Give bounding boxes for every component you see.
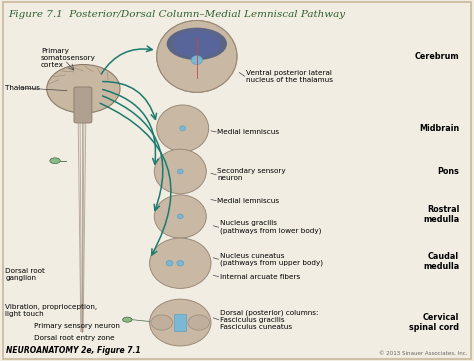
Text: Medial lemniscus: Medial lemniscus: [217, 129, 279, 135]
Text: NEUROANATOMY 2e, Figure 7.1: NEUROANATOMY 2e, Figure 7.1: [6, 346, 141, 355]
Text: Nucleus cuneatus
(pathways from upper body): Nucleus cuneatus (pathways from upper bo…: [219, 252, 322, 266]
Ellipse shape: [191, 56, 202, 65]
Text: Cervical
spinal cord: Cervical spinal cord: [409, 313, 459, 332]
Ellipse shape: [177, 260, 183, 266]
Text: Medial lemniscus: Medial lemniscus: [217, 197, 279, 204]
Ellipse shape: [155, 195, 206, 238]
Text: Rostral
medulla: Rostral medulla: [423, 205, 459, 225]
Text: © 2013 Sinauer Associates, Inc.: © 2013 Sinauer Associates, Inc.: [379, 350, 468, 355]
Ellipse shape: [166, 260, 173, 266]
Ellipse shape: [173, 30, 221, 57]
Text: Ventral posterior lateral
nucleus of the thalamus: Ventral posterior lateral nucleus of the…: [246, 70, 332, 83]
Text: Secondary sensory
neuron: Secondary sensory neuron: [217, 168, 286, 181]
FancyBboxPatch shape: [74, 87, 92, 123]
Ellipse shape: [47, 65, 120, 113]
Ellipse shape: [177, 169, 183, 174]
Ellipse shape: [150, 299, 211, 346]
Text: Primary sensory neuron: Primary sensory neuron: [34, 323, 119, 329]
Text: Dorsal root
ganglion: Dorsal root ganglion: [5, 268, 46, 281]
FancyBboxPatch shape: [174, 314, 186, 331]
Text: Midbrain: Midbrain: [419, 124, 459, 133]
Text: Figure 7.1  Posterior/Dorsal Column–Medial Lemniscal Pathway: Figure 7.1 Posterior/Dorsal Column–Media…: [8, 10, 345, 19]
Text: Primary
somatosensory
cortex: Primary somatosensory cortex: [41, 48, 96, 68]
Ellipse shape: [156, 21, 237, 92]
Ellipse shape: [188, 315, 210, 330]
Ellipse shape: [180, 126, 185, 131]
Text: Thalamus: Thalamus: [5, 85, 40, 91]
Ellipse shape: [167, 28, 227, 60]
Text: Internal arcuate fibers: Internal arcuate fibers: [219, 274, 300, 279]
Text: Nucleus gracilis
(pathways from lower body): Nucleus gracilis (pathways from lower bo…: [219, 221, 321, 234]
Text: Caudal
medulla: Caudal medulla: [423, 252, 459, 271]
Ellipse shape: [155, 149, 206, 194]
Ellipse shape: [150, 238, 211, 288]
Ellipse shape: [151, 315, 173, 330]
Ellipse shape: [50, 158, 60, 164]
Text: Dorsal (posterior) columns:
Fasciculus gracilis
Fasciculus cuneatus: Dorsal (posterior) columns: Fasciculus g…: [219, 309, 318, 330]
Text: Pons: Pons: [437, 167, 459, 176]
Ellipse shape: [177, 320, 183, 325]
Text: Cerebrum: Cerebrum: [414, 52, 459, 61]
Ellipse shape: [123, 317, 132, 322]
Text: Vibration, proprioception,
light touch: Vibration, proprioception, light touch: [5, 304, 98, 317]
Text: Dorsal root entry zone: Dorsal root entry zone: [34, 335, 114, 341]
Ellipse shape: [156, 105, 209, 152]
Ellipse shape: [177, 214, 183, 219]
